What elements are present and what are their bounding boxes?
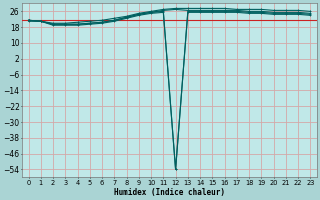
X-axis label: Humidex (Indice chaleur): Humidex (Indice chaleur) xyxy=(114,188,225,197)
